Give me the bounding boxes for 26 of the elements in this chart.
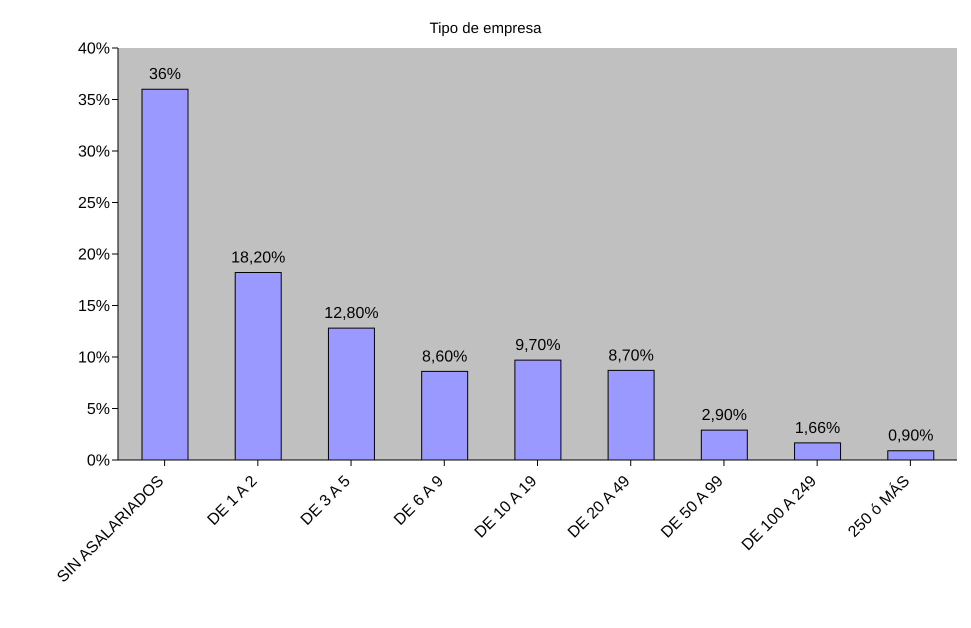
data-label: 18,20% [231, 250, 286, 267]
data-label: 8,60% [422, 348, 468, 366]
y-tick-label: 10% [78, 350, 110, 367]
y-tick-label: 25% [78, 195, 110, 212]
data-label: 8,70% [608, 347, 654, 364]
data-label: 1,66% [794, 420, 840, 437]
x-tick-label: DE 20 A 49 [564, 472, 634, 542]
y-tick-label: 35% [78, 92, 110, 110]
x-tick-label: DE 3 A 5 [298, 472, 354, 529]
data-label: 0,90% [888, 428, 934, 445]
data-label: 9,70% [515, 337, 561, 354]
data-label: 36% [148, 66, 182, 84]
x-tick-label: DE 50 A 99 [658, 472, 727, 542]
y-tick-label: 0% [86, 452, 110, 470]
x-tick-label: DE 1 A 2 [204, 472, 261, 529]
x-tick-label: DE 100 A 249 [738, 472, 820, 554]
x-tick-label: DE 10 A 19 [472, 472, 540, 542]
y-tick-label: 20% [78, 246, 110, 264]
y-tick-label: 5% [86, 401, 110, 418]
data-label: 12,80% [324, 305, 379, 322]
y-tick-label: 40% [78, 40, 110, 58]
chart-title: Tipo de empresa [428, 20, 542, 37]
x-tick-label: DE 6 A 9 [391, 472, 448, 529]
data-label: 2,90% [702, 407, 748, 424]
y-tick-label: 30% [78, 144, 110, 161]
y-tick-label: 15% [78, 298, 110, 316]
